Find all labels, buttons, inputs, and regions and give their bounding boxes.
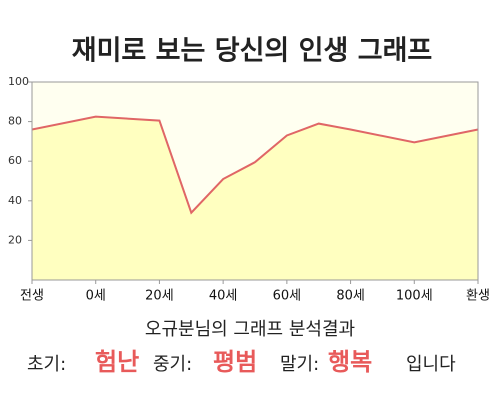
x-tick-label: 환생 (466, 289, 490, 304)
x-tick-label: 40세 (209, 289, 238, 304)
x-tick-label: 60세 (273, 289, 302, 304)
line (31, 115, 479, 215)
x-tick-label: 전생 (20, 289, 44, 304)
plot-border (31, 81, 479, 281)
x-tick-label: 0세 (86, 289, 106, 304)
result-word: 평범 (213, 348, 257, 376)
result-word: 험난 (95, 348, 139, 376)
result-word: 행복 (328, 348, 372, 376)
result-heading: 오규분님의 그래프 분석결과 (145, 319, 355, 340)
chart-title: 재미로 보는 당신의 인생 그래프 (72, 36, 433, 67)
result-label: 중기: (153, 354, 192, 375)
result-label: 말기: (280, 354, 319, 375)
result-ending: 입니다 (406, 354, 456, 375)
y-tick-label: 40 (8, 194, 22, 207)
x-tick-label: 80세 (336, 289, 365, 304)
y-tick-label: 100 (8, 75, 29, 88)
y-tick-label: 80 (8, 115, 22, 128)
result-label: 초기: (27, 354, 66, 375)
y-tick-label: 20 (8, 233, 22, 246)
area (32, 116, 478, 281)
x-tick-label: 20세 (145, 289, 174, 304)
x-tick-label: 100세 (396, 289, 433, 304)
y-tick-label: 60 (8, 154, 22, 167)
